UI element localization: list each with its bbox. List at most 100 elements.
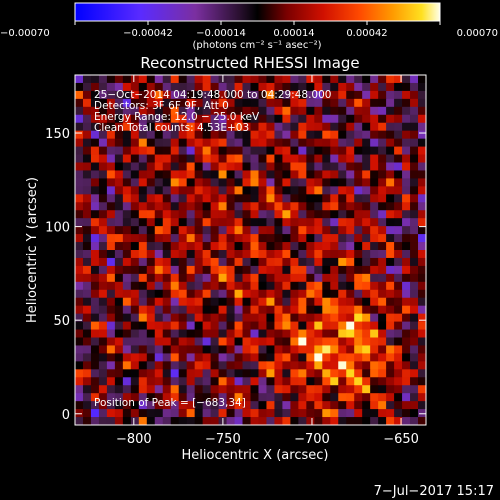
heatmap-cell (186, 114, 196, 124)
heatmap-cell (354, 409, 363, 418)
heatmap-cell (338, 130, 347, 140)
heatmap-cell (202, 265, 212, 275)
heatmap-cell (122, 106, 132, 116)
heatmap-cell (402, 401, 411, 410)
heatmap-cell (218, 345, 227, 354)
heatmap-cell (354, 98, 363, 108)
heatmap-cell (106, 210, 116, 219)
heatmap-cell (162, 146, 172, 155)
heatmap-cell (146, 234, 156, 243)
heatmap-cell (346, 106, 355, 116)
heatmap-cell (186, 98, 196, 108)
heatmap-cell (138, 130, 148, 140)
heatmap-cell (410, 98, 419, 108)
heatmap-cell (394, 273, 403, 283)
heatmap-cell (346, 265, 355, 275)
heatmap-cell (154, 82, 164, 92)
heatmap-cell (170, 361, 180, 370)
heatmap-cell (202, 170, 212, 179)
heatmap-cell (234, 417, 243, 425)
heatmap-cell (338, 162, 347, 171)
heatmap-cell (178, 114, 188, 124)
heatmap-cell (162, 162, 172, 171)
heatmap-cell (330, 146, 339, 155)
heatmap-cell (138, 82, 148, 92)
heatmap-cell (186, 242, 196, 251)
heatmap-cell (114, 122, 124, 132)
heatmap-cell (402, 257, 411, 267)
heatmap-cell (154, 194, 164, 203)
heatmap-cell (122, 178, 132, 187)
heatmap-cell (186, 82, 196, 92)
heatmap-cell (410, 361, 419, 370)
heatmap-cell (90, 401, 100, 410)
heatmap-cell (178, 122, 188, 132)
annotation-detectors: Detectors: 3F 6F 9F, Att 0 (94, 100, 229, 112)
heatmap-cell (194, 250, 204, 259)
heatmap-cell (338, 313, 347, 322)
heatmap-cell (154, 329, 164, 338)
heatmap-cell (362, 345, 371, 354)
heatmap-cell (226, 257, 235, 267)
heatmap-cell (82, 353, 92, 362)
heatmap-cell (138, 114, 148, 124)
heatmap-cell (402, 146, 411, 155)
heatmap-cell (170, 98, 180, 108)
heatmap-cell (218, 242, 227, 251)
heatmap-cell (322, 345, 331, 354)
heatmap-cell (178, 106, 188, 116)
heatmap-cell (410, 82, 419, 92)
heatmap-cell (346, 361, 355, 370)
heatmap-cell (90, 90, 100, 100)
heatmap-cell (282, 210, 291, 219)
heatmap-cell (186, 401, 196, 410)
heatmap-cell (378, 297, 387, 307)
heatmap-cell (75, 226, 84, 235)
footer-date: 7−Jul−2017 15:17 (374, 484, 494, 499)
heatmap-cell (234, 369, 243, 378)
heatmap-cell (242, 369, 251, 378)
heatmap-cell (290, 138, 299, 147)
heatmap-cell (210, 194, 219, 203)
heatmap-cell (234, 218, 243, 227)
heatmap-cell (82, 154, 92, 163)
heatmap-cell (154, 369, 164, 378)
heatmap-cell (266, 178, 275, 187)
heatmap-cell (274, 130, 283, 140)
heatmap-cell (410, 250, 419, 259)
heatmap-cell (378, 353, 387, 362)
heatmap-cell (266, 106, 275, 116)
colorbar-gradient (74, 2, 441, 22)
heatmap-cell (298, 114, 307, 124)
heatmap-cell (226, 186, 235, 195)
heatmap-cell (98, 250, 108, 259)
heatmap-cell (250, 289, 259, 299)
heatmap-cell (250, 210, 259, 219)
heatmap-cell (418, 138, 426, 147)
heatmap-cell (402, 114, 411, 124)
heatmap-cell (138, 75, 148, 84)
heatmap-cell (234, 82, 243, 92)
heatmap-cell (138, 265, 148, 275)
heatmap-cell (194, 138, 204, 147)
heatmap-cell (186, 162, 196, 171)
heatmap-cell (82, 321, 92, 330)
heatmap-cell (178, 361, 188, 370)
heatmap-cell (210, 218, 219, 227)
heatmap-cell (138, 321, 148, 330)
heatmap-cell (122, 186, 132, 195)
heatmap-cell (362, 106, 371, 116)
heatmap-cell (186, 273, 196, 283)
heatmap-cell (146, 393, 156, 402)
heatmap-cell (258, 122, 267, 132)
heatmap-cell (418, 345, 426, 354)
heatmap-cell (75, 130, 84, 140)
heatmap-cell (226, 82, 235, 92)
heatmap-cell (226, 178, 235, 187)
heatmap-cell (402, 130, 411, 140)
plot-frame (74, 74, 427, 426)
heatmap-cell (402, 106, 411, 116)
heatmap-cell (130, 162, 140, 171)
heatmap-cell (90, 257, 100, 267)
heatmap-cell (290, 242, 299, 251)
